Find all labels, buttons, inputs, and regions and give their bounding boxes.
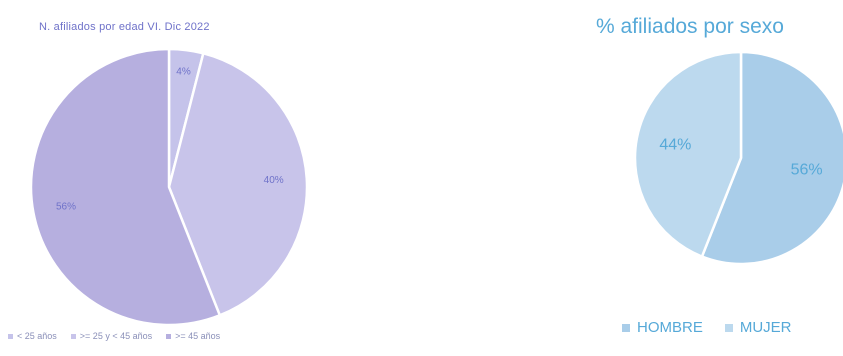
sex-label-mujer: 44%: [659, 137, 691, 154]
age-chart-legend: < 25 años >= 25 y < 45 años >= 45 años: [8, 331, 234, 341]
sex-chart-legend: HOMBRE MUJER: [622, 319, 814, 336]
age-label-over-45: 56%: [56, 201, 76, 212]
age-slice-25-to-45: [167, 52, 309, 317]
age-slice-over-45: [29, 47, 222, 327]
legend-swatch-mujer: [724, 323, 733, 332]
age-label-under-25: 4%: [176, 67, 191, 78]
age-pie-svg: 4% 40% 56%: [29, 47, 309, 327]
sex-slice-mujer: [633, 50, 743, 258]
legend-item-mujer: MUJER: [724, 319, 792, 336]
legend-swatch-over-45: [166, 333, 172, 339]
legend-swatch-hombre: [622, 323, 630, 332]
legend-label-hombre: HOMBRE: [637, 319, 703, 336]
sex-pie-chart: % afiliados por sexo 56% 44% HOMBRE MUJER: [560, 0, 843, 356]
legend-item-25-to-45: >= 25 y < 45 años: [70, 331, 153, 341]
legend-label-over-45: >= 45 años: [175, 331, 221, 341]
legend-label-25-to-45: >= 25 y < 45 años: [79, 331, 153, 341]
legend-item-hombre: HOMBRE: [622, 319, 703, 336]
age-label-25-to-45: 40%: [264, 175, 284, 186]
age-chart-title: N. afiliados por edad VI. Dic 2022: [39, 21, 210, 33]
age-pie-chart: N. afiliados por edad VI. Dic 2022 4% 40%…: [0, 0, 360, 356]
legend-label-mujer: MUJER: [739, 319, 792, 336]
sex-slice-hombre: [700, 50, 843, 266]
legend-label-under-25: < 25 años: [17, 331, 57, 341]
sex-chart-title: % afiliados por sexo: [596, 15, 784, 38]
sex-pie-svg: 56% 44%: [633, 50, 843, 266]
legend-item-over-45: >= 45 años: [166, 331, 220, 341]
legend-swatch-25-to-45: [70, 333, 76, 339]
sex-label-hombre: 56%: [791, 162, 823, 179]
legend-swatch-under-25: [8, 333, 13, 339]
legend-item-under-25: < 25 años: [8, 331, 57, 341]
